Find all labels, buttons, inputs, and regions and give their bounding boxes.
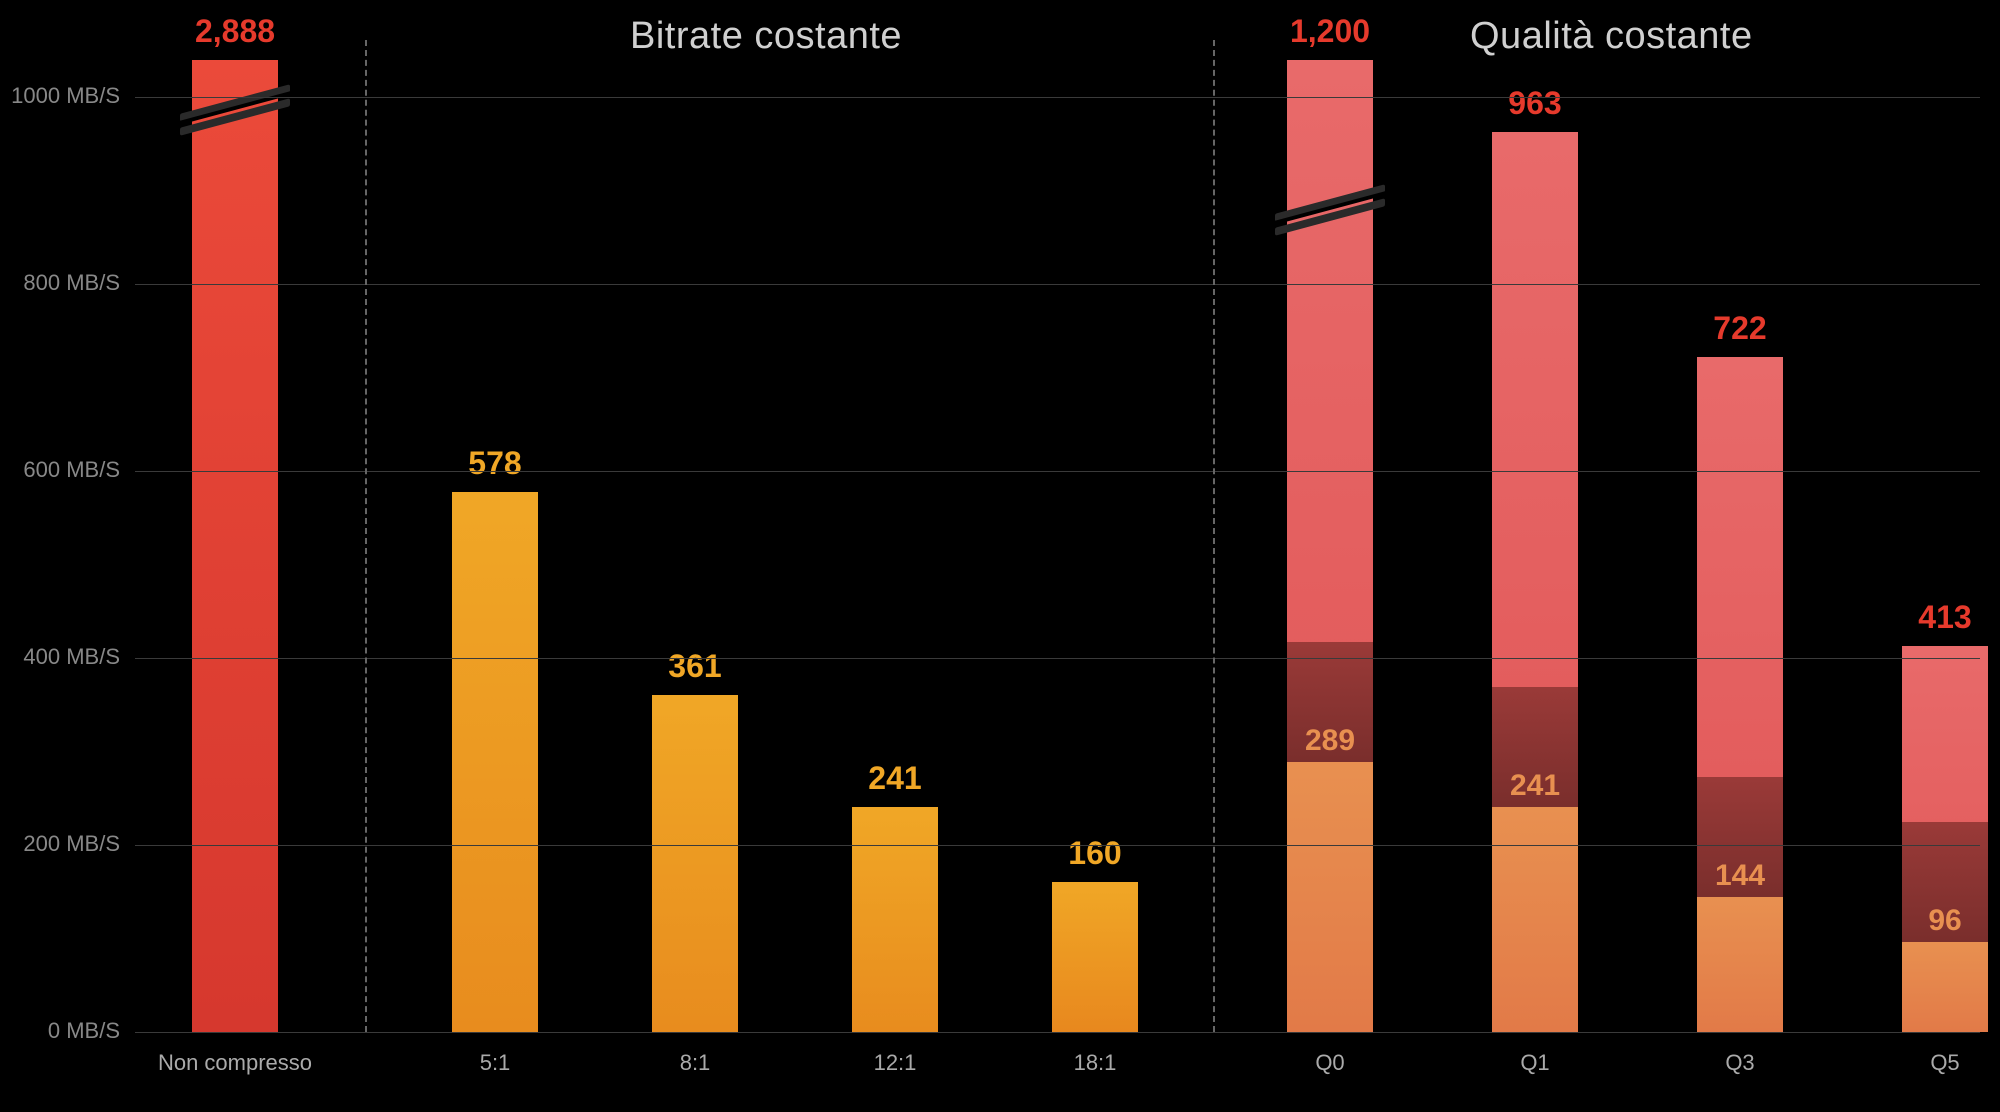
gridline	[135, 284, 1980, 285]
bar-value-label: 160	[1068, 835, 1121, 872]
y-axis-tick-label: 600 MB/S	[23, 457, 120, 483]
x-axis-tick-label: 12:1	[874, 1050, 917, 1076]
bar-value-label: 241	[868, 760, 921, 797]
section-title-quality: Qualità costante	[1470, 15, 1753, 58]
x-axis-tick-label: 5:1	[480, 1050, 511, 1076]
gridline	[135, 1032, 1980, 1033]
gridline	[135, 658, 1980, 659]
y-axis: 0 MB/S 200 MB/S 400 MB/S 600 MB/S 800 MB/S 10…	[0, 0, 120, 1112]
bar-stacked	[1492, 807, 1578, 1032]
bar-stacked-value: 241	[1510, 769, 1560, 803]
bar-value-label: 2,888	[195, 13, 275, 50]
bar	[192, 60, 278, 1032]
bar	[1052, 882, 1138, 1032]
y-axis-tick-label: 400 MB/S	[23, 644, 120, 670]
bar-stacked-value: 96	[1928, 904, 1961, 938]
plot-area: 2,8885783612411602891,200241963144722964…	[135, 60, 1980, 1032]
group-divider	[365, 40, 367, 1032]
bar-stacked-value: 289	[1305, 724, 1355, 758]
bar-stacked-value: 144	[1715, 859, 1765, 893]
axis-break-icon	[180, 95, 290, 125]
bar-value-label: 361	[668, 648, 721, 685]
x-axis-tick-label: Q3	[1725, 1050, 1754, 1076]
bar-value-label: 413	[1918, 599, 1971, 636]
bar	[452, 492, 538, 1032]
gridline	[135, 845, 1980, 846]
bar-value-label: 1,200	[1290, 13, 1370, 50]
y-axis-tick-label: 200 MB/S	[23, 831, 120, 857]
bar-stacked	[1902, 942, 1988, 1032]
section-title-bitrate: Bitrate costante	[630, 15, 902, 58]
bar-value-label: 578	[468, 445, 521, 482]
bar-stacked	[1287, 762, 1373, 1032]
x-axis-tick-label: 18:1	[1074, 1050, 1117, 1076]
bar	[652, 695, 738, 1032]
x-axis-tick-label: Q5	[1930, 1050, 1959, 1076]
bitrate-chart: Bitrate costante Qualità costante 0 MB/S…	[0, 0, 2000, 1112]
bar-stacked	[1697, 897, 1783, 1032]
bar	[852, 807, 938, 1032]
x-axis-tick-label: Q0	[1315, 1050, 1344, 1076]
y-axis-tick-label: 800 MB/S	[23, 270, 120, 296]
axis-break-icon	[1275, 195, 1385, 225]
group-divider	[1213, 40, 1215, 1032]
y-axis-tick-label: 0 MB/S	[48, 1018, 120, 1044]
x-axis-tick-label: 8:1	[680, 1050, 711, 1076]
y-axis-tick-label: 1000 MB/S	[11, 83, 120, 109]
gridline	[135, 97, 1980, 98]
x-axis-tick-label: Non compresso	[158, 1050, 312, 1076]
bar-value-label: 963	[1508, 85, 1561, 122]
gridline	[135, 471, 1980, 472]
bar-value-label: 722	[1713, 310, 1766, 347]
x-axis-tick-label: Q1	[1520, 1050, 1549, 1076]
